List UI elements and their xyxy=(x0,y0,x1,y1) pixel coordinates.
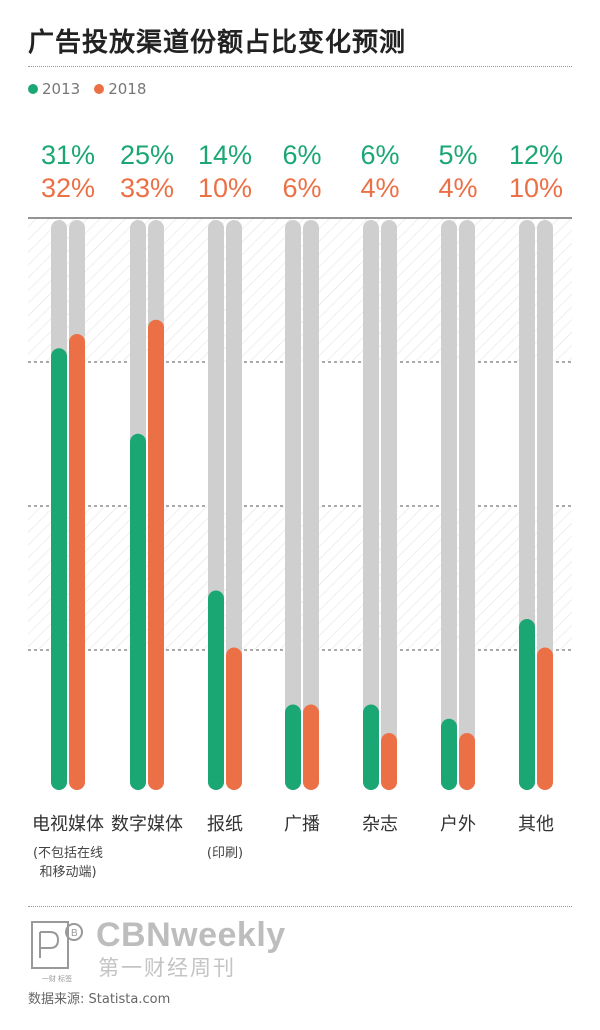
bar-2018 xyxy=(459,733,475,790)
legend: 2013 2018 xyxy=(28,80,146,98)
bar-2013 xyxy=(130,433,146,790)
category-label: 电视媒体 xyxy=(32,814,104,835)
value-label-2018: 33% xyxy=(120,173,174,203)
value-label-2013: 31% xyxy=(41,140,95,170)
logo-text-en: CBNweekly xyxy=(96,916,286,954)
source-note: 数据来源: Statista.com xyxy=(28,992,171,1007)
value-label-2013: 25% xyxy=(120,140,174,170)
bar-2018 xyxy=(303,704,319,790)
track-2013 xyxy=(285,220,301,790)
value-label-2013: 6% xyxy=(282,140,321,170)
value-label-2018: 4% xyxy=(360,173,399,203)
value-label-2018: 4% xyxy=(438,173,477,203)
category-label: 报纸 xyxy=(207,814,243,835)
logo-text-cn: 第一财经周刊 xyxy=(98,956,236,980)
footer-divider xyxy=(28,906,572,907)
bar-2018 xyxy=(537,647,553,790)
legend-dot-2018 xyxy=(94,84,105,94)
svg-text:B: B xyxy=(71,928,78,939)
track-2018 xyxy=(537,220,553,790)
legend-dot-2013 xyxy=(28,84,38,94)
bar-2013 xyxy=(519,619,535,790)
category-note: (不包括在线 xyxy=(33,846,103,861)
value-label-2013: 12% xyxy=(509,140,563,170)
bar-2018 xyxy=(148,319,164,790)
category-label: 数字媒体 xyxy=(111,814,183,835)
category-label: 杂志 xyxy=(362,814,398,835)
title-divider xyxy=(28,66,572,67)
value-label-2013: 6% xyxy=(360,140,399,170)
track-2018 xyxy=(459,220,475,790)
bar-2013 xyxy=(441,718,457,790)
category-note: 和移动端) xyxy=(39,865,96,880)
value-label-2018: 10% xyxy=(198,173,252,203)
value-label-2013: 14% xyxy=(198,140,252,170)
track-2018 xyxy=(303,220,319,790)
track-2013 xyxy=(441,220,457,790)
bar-2013 xyxy=(363,704,379,790)
track-2018 xyxy=(226,220,242,790)
category-label: 户外 xyxy=(440,814,476,835)
value-label-2018: 10% xyxy=(509,173,563,203)
bar-2018 xyxy=(381,733,397,790)
chart-title: 广告投放渠道份额占比变化预测 xyxy=(28,28,407,58)
value-label-2013: 5% xyxy=(438,140,477,170)
category-note: (印刷) xyxy=(207,846,243,861)
bar-2013 xyxy=(51,348,67,790)
bar-chart: 31%32%电视媒体(不包括在线和移动端)25%33%数字媒体14%10%报纸(… xyxy=(28,140,572,880)
value-label-2018: 6% xyxy=(282,173,321,203)
logo-mark-caption: 一财 标签 xyxy=(41,975,73,983)
legend-label-2013: 2013 xyxy=(42,80,81,98)
bar-2013 xyxy=(208,590,224,790)
bar-2018 xyxy=(69,334,85,790)
bar-2013 xyxy=(285,704,301,790)
category-label: 广播 xyxy=(284,814,320,835)
legend-item-2018: 2018 xyxy=(94,80,146,98)
legend-label-2018: 2018 xyxy=(108,80,147,98)
track-2018 xyxy=(381,220,397,790)
track-2013 xyxy=(363,220,379,790)
value-label-2018: 32% xyxy=(41,173,95,203)
category-label: 其他 xyxy=(518,814,554,835)
bar-2018 xyxy=(226,647,242,790)
cbn-logo-mark: B xyxy=(31,921,83,969)
legend-item-2013: 2013 xyxy=(28,80,80,98)
